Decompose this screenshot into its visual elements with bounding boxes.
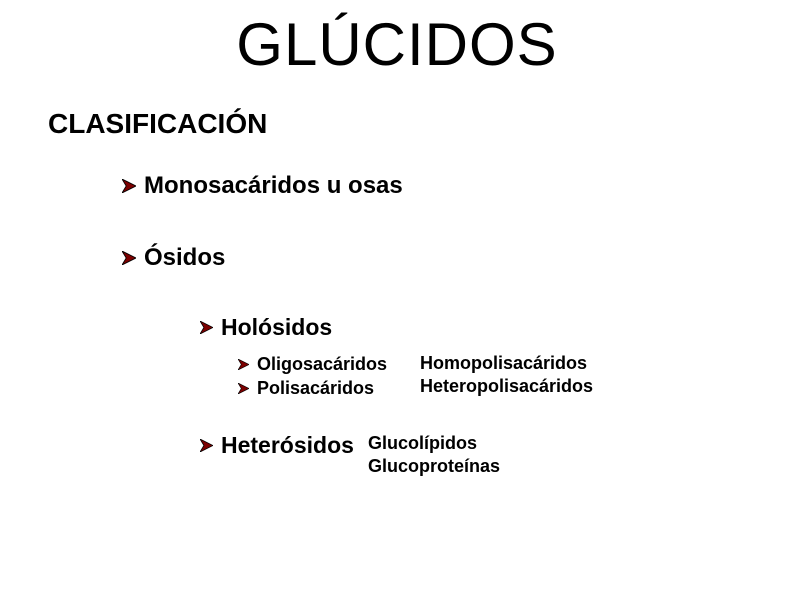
item-heterosidos: Heterósidos (200, 432, 354, 459)
item-monosacaridos: Monosacáridos u osas (122, 172, 403, 200)
page-title: GLÚCIDOS (0, 10, 794, 79)
slide: GLÚCIDOS CLASIFICACIÓN Monosacáridos u o… (0, 0, 794, 595)
item-oligosacaridos: Oligosacáridos (238, 354, 387, 375)
item-label: Holósidos (221, 314, 332, 341)
polisacaridos-subtypes: Homopolisacáridos Heteropolisacáridos (420, 352, 593, 397)
bullet-icon (238, 383, 249, 394)
section-heading: CLASIFICACIÓN (48, 108, 267, 140)
item-label: Ósidos (144, 244, 225, 272)
bullet-icon (122, 179, 136, 193)
heterosidos-subtypes: Glucolípidos Glucoproteínas (368, 432, 500, 477)
item-label: Polisacáridos (257, 378, 374, 399)
bullet-icon (238, 359, 249, 370)
item-glucoproteinas: Glucoproteínas (368, 455, 500, 478)
item-holosidos: Holósidos (200, 314, 332, 341)
bullet-icon (200, 321, 213, 334)
item-label: Oligosacáridos (257, 354, 387, 375)
item-polisacaridos: Polisacáridos (238, 378, 374, 399)
item-glucolipidos: Glucolípidos (368, 432, 500, 455)
item-label: Monosacáridos u osas (144, 172, 403, 200)
bullet-icon (122, 251, 136, 265)
item-osidos: Ósidos (122, 244, 225, 272)
item-heteropolisacaridos: Heteropolisacáridos (420, 375, 593, 398)
item-homopolisacaridos: Homopolisacáridos (420, 352, 593, 375)
bullet-icon (200, 439, 213, 452)
item-label: Heterósidos (221, 432, 354, 459)
